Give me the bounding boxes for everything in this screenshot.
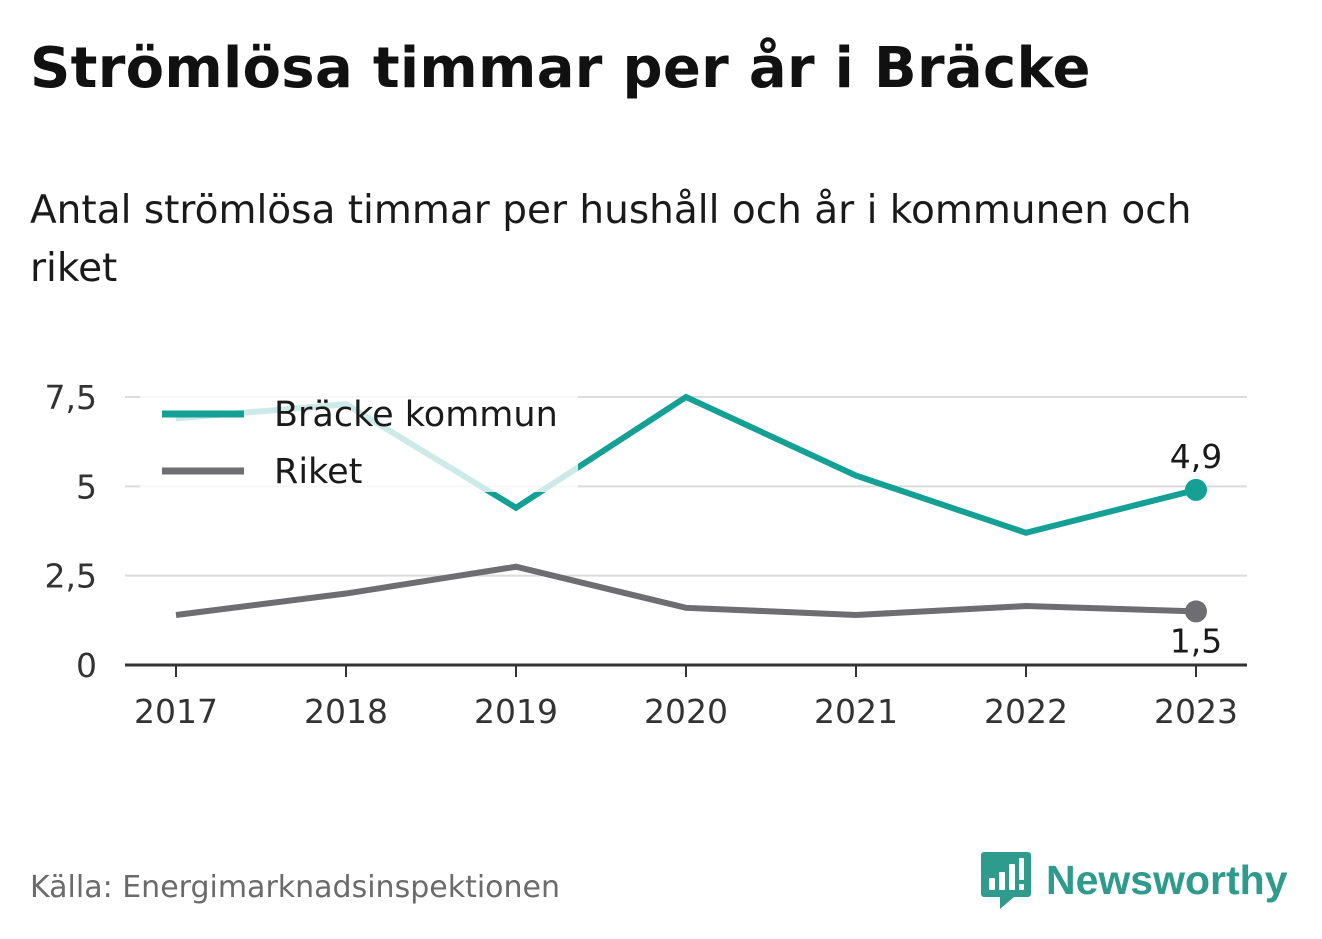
y-tick-label: 2,5 (45, 557, 97, 596)
x-tick-label: 2019 (474, 692, 558, 731)
series-end-marker (1185, 478, 1207, 501)
legend: Bräcke kommun Riket (140, 386, 578, 492)
legend-label: Bräcke kommun (274, 395, 558, 435)
y-tick-label: 5 (76, 467, 97, 506)
x-tick-label: 2018 (304, 692, 388, 731)
series-end-label: 4,9 (1170, 437, 1222, 476)
axes: 0 2,5 5 7,5 2017 2018 2019 2020 2021 2022 2023 (45, 378, 1247, 731)
y-tick-label: 7,5 (45, 378, 97, 417)
source-note: Källa: Energimarknadsinspektionen (30, 870, 561, 905)
series-line-riket (175, 563, 1197, 618)
legend-label: Riket (274, 452, 362, 492)
chart-title: Strömlösa timmar per år i Bräcke (30, 36, 1091, 101)
brand-name: Newsworthy (1046, 856, 1288, 903)
series-end-label: 1,5 (1170, 621, 1222, 660)
y-tick-label: 0 (76, 646, 97, 685)
newsworthy-logo-icon (981, 852, 1031, 909)
x-tick-label: 2022 (984, 692, 1068, 731)
x-tick-label: 2020 (644, 692, 728, 731)
brand[interactable]: Newsworthy (980, 848, 1288, 912)
data-labels: 4,9 1,5 (1170, 437, 1222, 660)
line-chart: 0 2,5 5 7,5 2017 2018 2019 2020 2021 2022 2023 Brä… (45, 378, 1247, 731)
x-tick-label: 2023 (1154, 692, 1238, 731)
x-tick-label: 2017 (134, 692, 218, 731)
x-tick-label: 2021 (814, 692, 898, 731)
series-end-marker (1185, 600, 1207, 623)
chart-subtitle: Antal strömlösa timmar per hushåll och å… (30, 188, 1192, 291)
